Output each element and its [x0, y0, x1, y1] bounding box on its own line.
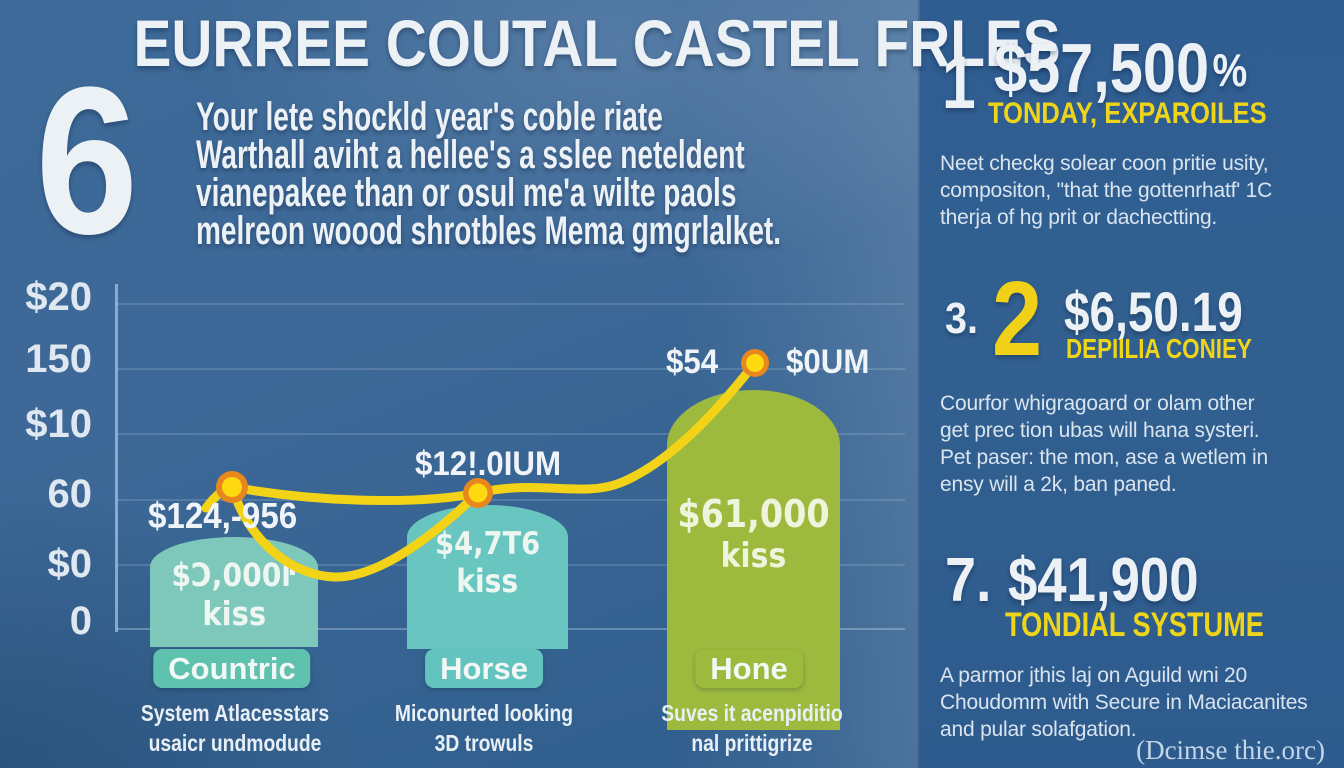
y-axis-tick-label: $0 [47, 542, 93, 586]
stat-value: $41,900 [1008, 546, 1199, 615]
stat-body: Courfor whigragoard or olam other get pr… [940, 392, 1269, 496]
y-axis-tick-label: $20 [25, 275, 92, 319]
big-number: 6 [35, 43, 139, 278]
category-badge-countric: Countric [153, 649, 311, 688]
stat-rank: 7. [945, 546, 992, 615]
gridline [117, 303, 905, 305]
category-badge-hone: Hone [695, 649, 803, 688]
point-annotation: $12!.0IUM [415, 445, 562, 483]
bar-unit-label: kiss [456, 562, 519, 600]
category-caption: Miconurted looking 3D trowuls [394, 700, 574, 756]
page-title: EURREE COUTAL CASTEL FRLES [133, 6, 1061, 80]
intro-line: Your lete shockld year's coble riate [196, 95, 663, 139]
gridline [117, 368, 905, 370]
point-annotation: $124,-956 [148, 495, 298, 536]
y-axis-tick-label: $10 [25, 402, 92, 446]
stat-subtitle: DEPIILIA CONIEY [1066, 333, 1252, 364]
point-annotation: $0UM [786, 343, 870, 381]
background-right-panel [920, 0, 1344, 768]
point-annotation: $54 [666, 343, 719, 381]
panel-divider [918, 0, 920, 768]
y-axis-tick-label: 60 [47, 472, 93, 516]
line-segment [227, 482, 483, 506]
category-badge-horse: Horse [425, 649, 543, 688]
intro-line: melreon woood shrotbles Mema gmgrlalket. [196, 209, 782, 253]
data-point-dot [216, 349, 769, 508]
category-caption: Suves it acenpiditio nal prittigrize [661, 700, 843, 756]
intro-paragraph: Your lete shockld year's coble riate War… [196, 95, 1032, 253]
y-axis-tick-label: 0 [69, 599, 92, 643]
bar-unit-label: kiss [720, 536, 787, 576]
stat-value: $57,500% [994, 29, 1248, 107]
gridline [117, 499, 905, 501]
stat-body: Neet checkg solear coon pritie usity, co… [940, 152, 1273, 229]
bar-value-label: $Ɔ,000ŀ [171, 556, 297, 594]
stat-rank-accent: 2 [992, 260, 1043, 378]
category-caption: System Atlacesstars usaicr undmodude [140, 700, 330, 756]
stat-value: $6,50.19 [1064, 280, 1243, 343]
intro-line: vianepakee than or osul me'a wilte paols [196, 171, 737, 215]
bar-value-label: $4,7T6 [435, 526, 540, 562]
stat-rank: 1 [942, 41, 976, 124]
stat-rank: 3. [945, 294, 979, 343]
stat-subtitle: TONDIAL SYSTUME [1005, 606, 1264, 644]
y-axis-tick-label: 150 [25, 337, 92, 381]
source-attribution: (Dcimse thie.orc) [1136, 735, 1325, 765]
stat-subtitle: TONDAY, EXPAROILES [988, 97, 1267, 130]
bar-unit-label: kiss [202, 594, 266, 633]
gridline [117, 433, 905, 435]
line-segment [473, 358, 760, 498]
stat-body: A parmor jthis laj on Aguild wni 20 Chou… [940, 664, 1308, 741]
line-segment [227, 482, 483, 582]
bar-countric: $Ɔ,000ŀ kiss [150, 537, 318, 647]
bar-value-label: $61,000 [677, 492, 830, 536]
stat-suffix: % [1212, 44, 1248, 96]
y-axis-line [115, 284, 118, 632]
intro-line: Warthall aviht a hellee's a sslee neteld… [196, 133, 745, 177]
